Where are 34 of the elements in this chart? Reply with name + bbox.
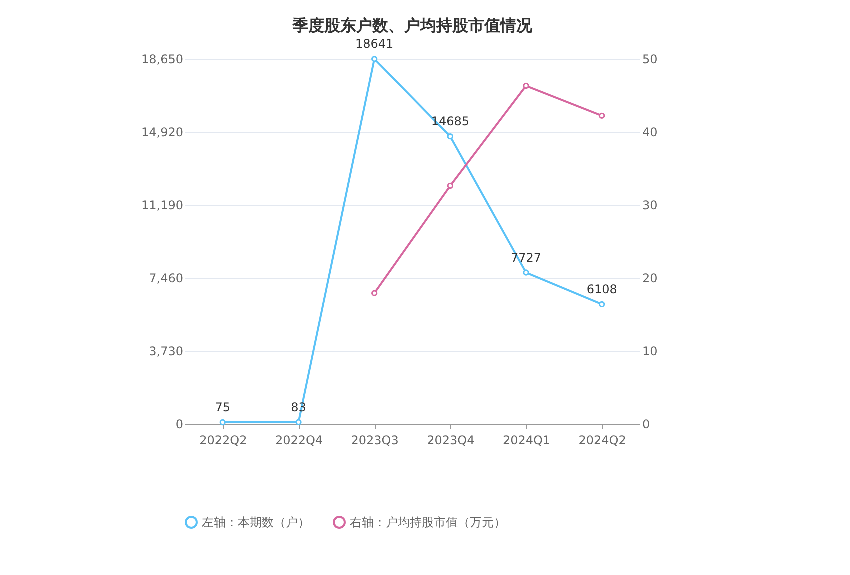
point: [598, 112, 606, 120]
y-tick-label: 7,460: [149, 272, 184, 286]
x-tick-label: 2024Q2: [578, 434, 626, 448]
chart-title: 季度股东户数、户均持股市值情况: [292, 16, 534, 36]
point: [371, 290, 378, 296]
x-tick-label: 2023Q4: [427, 434, 475, 448]
data-label: 18641: [355, 37, 394, 52]
x-tick-label: 2022Q4: [275, 434, 324, 448]
y2-tick-label: 20: [642, 272, 658, 286]
y-tick-label: 18,650: [142, 52, 184, 66]
y-tick-label: 0: [176, 418, 184, 432]
y2-tick-label: 0: [642, 418, 650, 432]
point: [220, 419, 226, 426]
point: [447, 134, 454, 140]
x-tick-label: 2022Q2: [200, 434, 248, 448]
x-tick-label: 2024Q1: [502, 434, 551, 448]
x-tick-label: 2023Q3: [351, 434, 399, 448]
y-tick-label: 11,190: [142, 198, 184, 212]
y2-tick-label: 40: [642, 126, 658, 140]
point: [523, 270, 530, 276]
y-tick-label: 3,730: [149, 344, 184, 358]
data-label: 75: [215, 400, 231, 415]
point: [523, 82, 530, 90]
point: [598, 301, 606, 308]
point: [371, 56, 378, 62]
y2-tick-label: 10: [642, 344, 658, 358]
y-tick-label: 14,920: [142, 126, 184, 140]
data-label: 6108: [586, 282, 618, 296]
legend-label: 左轴：本期数（户）: [202, 516, 310, 530]
point: [296, 419, 302, 426]
y2-tick-label: 50: [642, 52, 658, 66]
legend-label: 右轴：户均持股市值（万元）: [350, 516, 506, 530]
point: [447, 182, 454, 190]
y2-tick-label: 30: [642, 198, 658, 212]
